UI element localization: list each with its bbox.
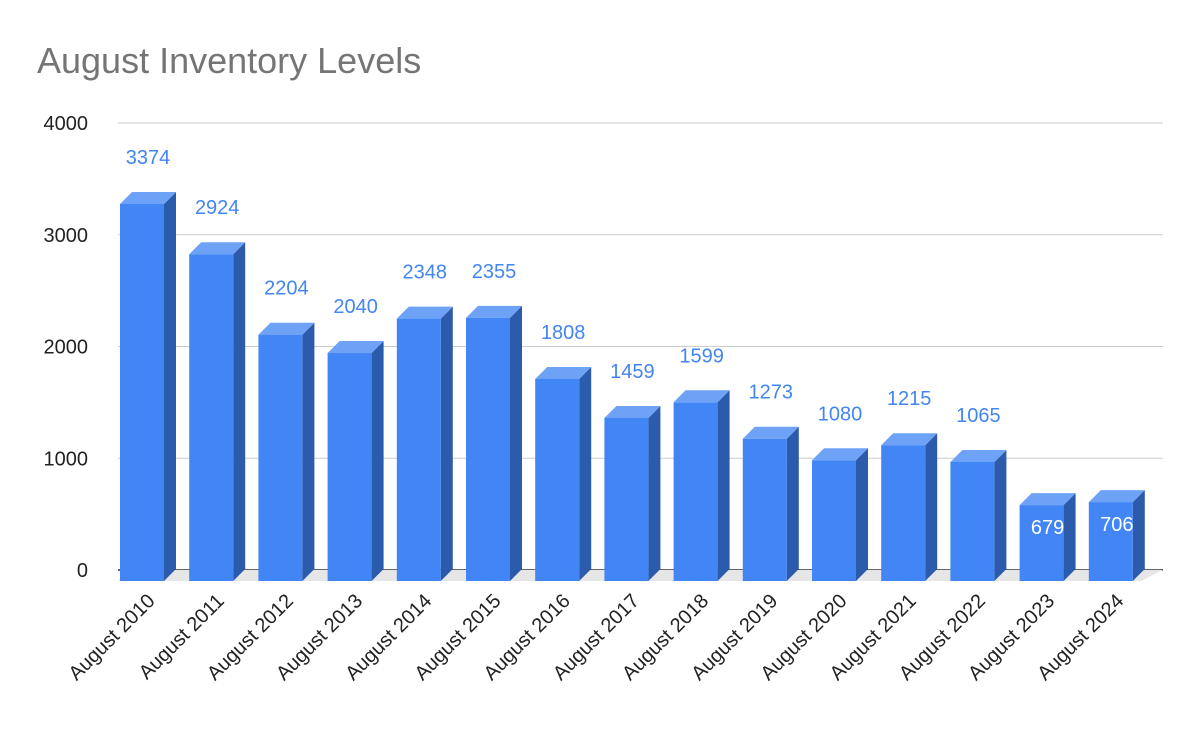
bar-side <box>440 306 453 581</box>
bar-side <box>994 449 1007 581</box>
bar-front <box>742 438 787 581</box>
bar-top <box>604 405 661 418</box>
bar <box>604 405 661 581</box>
bar <box>466 305 522 581</box>
bar-top <box>950 449 1007 462</box>
bar-side <box>1063 493 1076 581</box>
data-label: 3374 <box>126 147 171 169</box>
y-tick-label: 3000 <box>44 225 89 247</box>
bar-front <box>950 461 995 581</box>
bar-front <box>327 353 372 581</box>
data-label: 706 <box>1100 514 1133 536</box>
bars <box>120 191 1145 582</box>
bar-top <box>120 191 176 204</box>
bar-top <box>1019 493 1076 506</box>
bar-side <box>786 426 799 581</box>
bar-top <box>396 306 453 319</box>
bar-side <box>856 448 868 581</box>
bar-front <box>120 203 164 581</box>
bar-top <box>466 305 522 318</box>
bar-front <box>881 445 926 581</box>
data-label: 1599 <box>679 345 724 367</box>
bar-front <box>396 318 441 581</box>
bar-top <box>673 390 730 403</box>
bar <box>881 433 938 581</box>
y-tick-label: 0 <box>77 560 88 582</box>
bar-top <box>535 366 592 379</box>
y-tick-label: 4000 <box>44 113 89 135</box>
bar-top <box>881 433 938 446</box>
bar-front <box>812 460 856 581</box>
bar-side <box>717 390 730 581</box>
bar <box>189 242 246 582</box>
bar-top <box>742 426 799 439</box>
y-tick-label: 2000 <box>44 337 89 359</box>
bar <box>1019 493 1076 581</box>
bar-front <box>1019 505 1064 581</box>
data-label: 1459 <box>610 361 655 383</box>
data-label: 2204 <box>264 278 309 300</box>
bar-top <box>258 322 315 335</box>
bar-side <box>925 433 938 581</box>
bar <box>673 390 730 581</box>
bar-front <box>1088 502 1133 581</box>
bar-side <box>1132 490 1145 581</box>
bar <box>535 366 592 581</box>
bar-top <box>189 242 246 255</box>
data-label: 2040 <box>333 296 378 318</box>
bar-front <box>258 334 303 581</box>
bar-front <box>189 254 234 582</box>
bar-side <box>648 405 661 581</box>
bar-side <box>579 366 592 581</box>
y-tick-label: 1000 <box>44 448 89 470</box>
bar-front <box>604 417 649 581</box>
data-label: 2355 <box>472 261 517 283</box>
bar-side <box>302 322 315 581</box>
bar <box>1088 490 1145 581</box>
bar-top <box>1088 490 1145 503</box>
data-label: 2924 <box>195 197 240 219</box>
bar-front <box>535 378 580 581</box>
bar-top <box>812 448 868 461</box>
y-axis-ticks: 0 1000 2000 3000 4000 <box>44 113 89 582</box>
data-label: 1065 <box>956 405 1001 427</box>
data-labels: 3374 2924 2204 2040 2348 2355 1808 1459 1599 1273… <box>126 147 1134 539</box>
bar-side <box>371 341 384 581</box>
bar <box>950 449 1007 581</box>
bar <box>258 322 315 581</box>
bar <box>742 426 799 581</box>
bar <box>396 306 453 581</box>
bar-front <box>673 402 718 581</box>
bar <box>812 448 868 581</box>
bar-side <box>164 191 176 581</box>
data-label: 1808 <box>541 322 586 344</box>
data-label: 1273 <box>749 382 794 404</box>
data-label: 1215 <box>887 388 932 410</box>
bar-front <box>466 317 510 581</box>
bar <box>120 191 176 581</box>
bar-side <box>510 305 522 581</box>
data-label: 1080 <box>818 403 863 425</box>
data-label: 2348 <box>403 262 448 284</box>
bar <box>327 341 384 581</box>
data-label: 679 <box>1031 517 1064 539</box>
bar-top <box>327 341 384 354</box>
chart-title: August Inventory Levels <box>37 40 422 81</box>
bar-side <box>233 242 246 582</box>
